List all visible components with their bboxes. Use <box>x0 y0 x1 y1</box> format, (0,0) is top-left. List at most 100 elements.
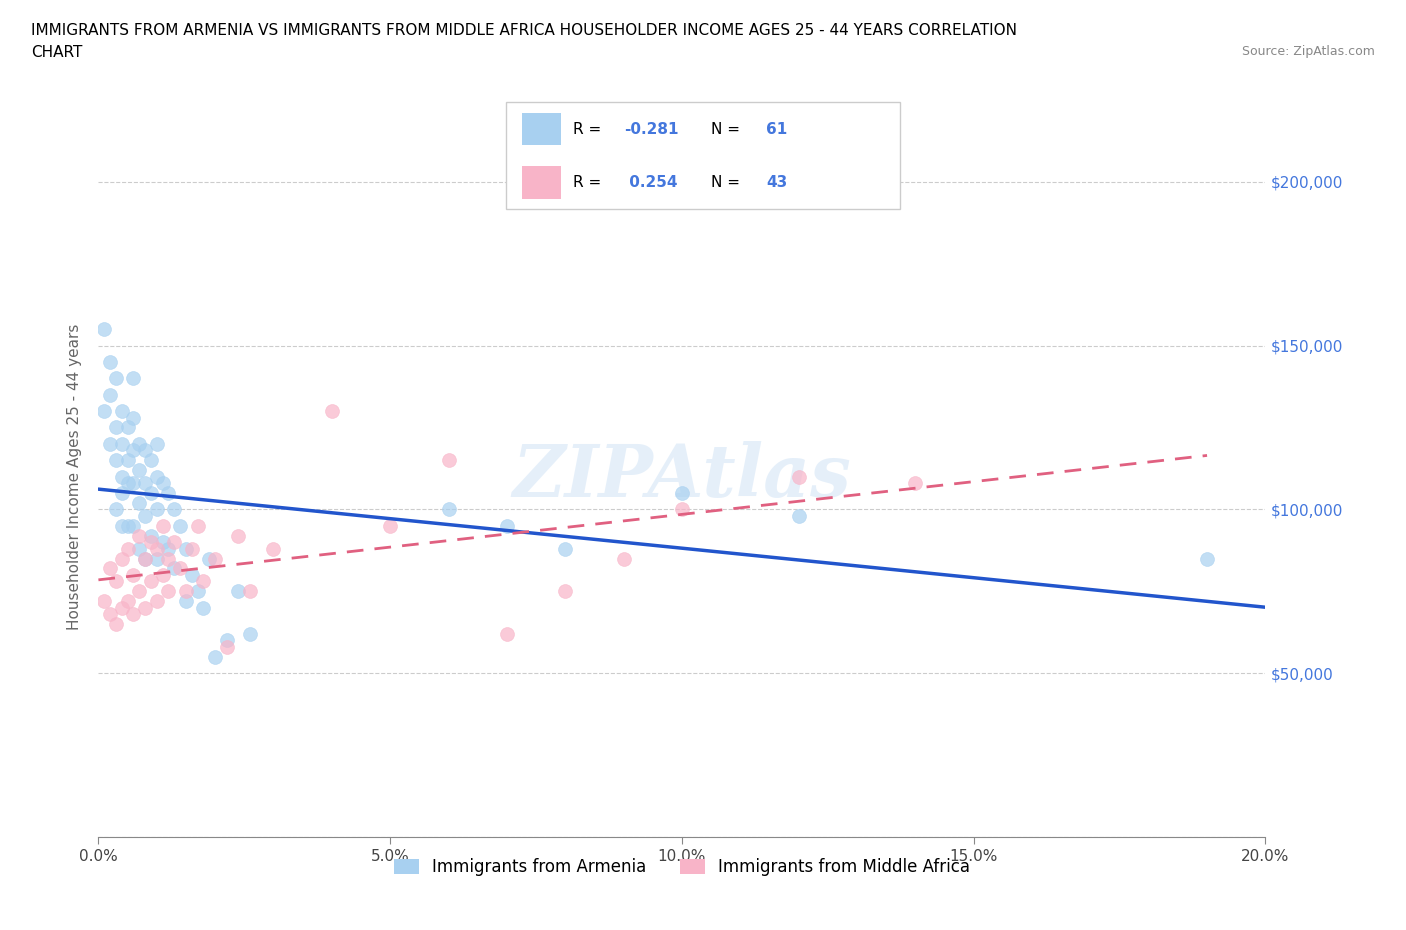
Point <box>134 600 156 615</box>
Point <box>98 354 121 369</box>
Point <box>496 627 519 642</box>
Point <box>228 528 250 543</box>
Text: 0.254: 0.254 <box>624 175 678 190</box>
Legend: Immigrants from Armenia, Immigrants from Middle Africa: Immigrants from Armenia, Immigrants from… <box>387 851 977 883</box>
Point <box>128 528 150 543</box>
Point <box>117 476 139 491</box>
Point <box>128 436 150 451</box>
Bar <box>522 113 561 145</box>
Text: R =: R = <box>574 122 602 137</box>
Point <box>117 593 139 608</box>
Point <box>187 518 209 533</box>
Point <box>239 584 262 599</box>
Point <box>117 453 139 468</box>
Point <box>787 469 810 484</box>
Point <box>169 518 191 533</box>
Point <box>111 551 134 566</box>
Bar <box>522 166 561 199</box>
Y-axis label: Householder Income Ages 25 - 44 years: Householder Income Ages 25 - 44 years <box>67 324 83 630</box>
Point <box>139 453 162 468</box>
Point <box>139 528 162 543</box>
Point <box>122 443 145 458</box>
Text: 61: 61 <box>766 122 787 137</box>
Point <box>554 541 576 556</box>
Point <box>98 606 121 621</box>
Point <box>93 322 115 337</box>
Point <box>104 617 127 631</box>
Point <box>146 541 169 556</box>
Point <box>174 584 197 599</box>
Point <box>157 551 180 566</box>
Point <box>104 420 127 435</box>
Point <box>128 462 150 477</box>
Text: 43: 43 <box>766 175 787 190</box>
Point <box>180 541 202 556</box>
Point <box>146 469 169 484</box>
Point <box>104 574 127 589</box>
Point <box>111 404 134 418</box>
Point <box>122 518 145 533</box>
Point <box>904 476 927 491</box>
Point <box>157 485 180 500</box>
Point <box>104 371 127 386</box>
Point <box>117 420 139 435</box>
Point <box>169 561 191 576</box>
Point <box>122 371 145 386</box>
Text: ZIPAtlas: ZIPAtlas <box>513 441 851 512</box>
Point <box>128 541 150 556</box>
Point <box>146 436 169 451</box>
Point <box>122 410 145 425</box>
Point <box>146 551 169 566</box>
Point <box>146 502 169 517</box>
Point <box>134 551 156 566</box>
Point <box>122 567 145 582</box>
Point <box>180 567 202 582</box>
Point <box>152 535 174 550</box>
Point <box>612 551 634 566</box>
Point <box>671 502 693 517</box>
Point <box>122 606 145 621</box>
Point <box>93 593 115 608</box>
Point <box>98 561 121 576</box>
Point <box>134 476 156 491</box>
Point <box>215 633 238 648</box>
Point <box>437 453 460 468</box>
Point <box>157 584 180 599</box>
Point <box>104 453 127 468</box>
Point <box>134 551 156 566</box>
Text: R =: R = <box>574 175 602 190</box>
Point <box>671 485 693 500</box>
Point <box>174 541 197 556</box>
Point <box>111 436 134 451</box>
Point <box>174 593 197 608</box>
Point <box>163 561 186 576</box>
Point <box>321 404 343 418</box>
Text: N =: N = <box>711 175 740 190</box>
Point <box>437 502 460 517</box>
Point <box>139 485 162 500</box>
Point <box>157 541 180 556</box>
Point <box>228 584 250 599</box>
Point <box>215 640 238 655</box>
Point <box>128 584 150 599</box>
Point <box>152 567 174 582</box>
Point <box>98 436 121 451</box>
Point <box>104 502 127 517</box>
Point <box>204 649 226 664</box>
Point <box>98 387 121 402</box>
Point <box>128 496 150 511</box>
Text: -0.281: -0.281 <box>624 122 679 137</box>
FancyBboxPatch shape <box>506 102 900 209</box>
Point <box>163 502 186 517</box>
Point <box>787 509 810 524</box>
Point <box>262 541 284 556</box>
Text: CHART: CHART <box>31 45 83 60</box>
Point <box>139 574 162 589</box>
Point <box>163 535 186 550</box>
Point <box>239 627 262 642</box>
Point <box>198 551 221 566</box>
Point <box>117 541 139 556</box>
Point <box>139 535 162 550</box>
Point <box>152 476 174 491</box>
Point <box>152 518 174 533</box>
